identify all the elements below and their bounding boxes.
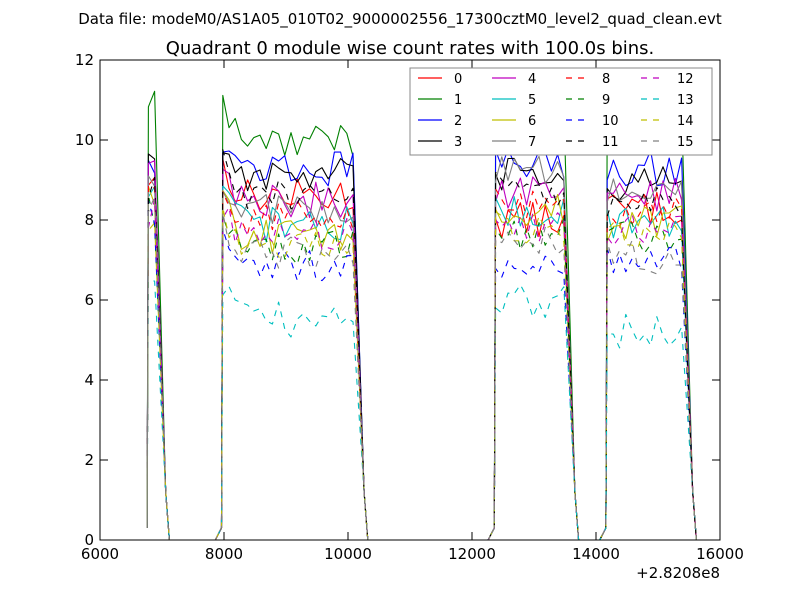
y-tick-label: 8	[84, 211, 94, 229]
legend-label-8: 8	[602, 72, 610, 87]
legend-label-11: 11	[602, 135, 619, 150]
x-tick-label: 8000	[205, 545, 243, 563]
legend-label-12: 12	[677, 72, 694, 87]
series-line-4	[146, 160, 697, 540]
legend-label-3: 3	[454, 135, 462, 150]
legend-label-14: 14	[677, 114, 694, 129]
series-line-14	[146, 207, 697, 540]
legend-label-13: 13	[677, 93, 694, 108]
series-line-5	[146, 185, 697, 540]
x-tick-label: 12000	[448, 545, 496, 563]
series-line-9	[146, 194, 697, 540]
x-axis-offset-label: +2.8208e8	[636, 564, 720, 582]
legend-label-4: 4	[528, 72, 536, 87]
legend-label-6: 6	[528, 114, 536, 129]
series-line-13	[146, 280, 697, 540]
series-line-2	[146, 148, 697, 540]
chart-suptitle: Data file: modeM0/AS1A05_010T02_90000025…	[78, 10, 722, 29]
series-line-0	[146, 158, 697, 540]
y-tick-label: 4	[84, 371, 94, 389]
x-tick-label: 14000	[572, 545, 620, 563]
series-line-6	[146, 185, 697, 540]
series-line-7	[146, 155, 697, 540]
legend-label-1: 1	[454, 93, 462, 108]
y-tick-label: 12	[75, 51, 94, 69]
series-line-15	[146, 196, 697, 540]
series-line-12	[146, 198, 697, 540]
legend-frame	[409, 67, 713, 156]
x-tick-label: 10000	[324, 545, 372, 563]
y-tick-label: 2	[84, 451, 94, 469]
legend-label-5: 5	[528, 93, 536, 108]
legend-label-15: 15	[677, 135, 694, 150]
y-tick-label: 6	[84, 291, 94, 309]
y-tick-label: 10	[75, 131, 94, 149]
legend-label-0: 0	[454, 72, 462, 87]
legend-label-9: 9	[602, 93, 610, 108]
y-tick-label: 0	[84, 531, 94, 549]
series-layer	[146, 90, 697, 540]
series-line-10	[146, 199, 697, 540]
series-line-8	[146, 184, 697, 540]
legend-label-2: 2	[454, 114, 462, 129]
series-line-1	[146, 90, 697, 540]
x-tick-label: 6000	[81, 545, 119, 563]
legend-label-10: 10	[602, 114, 619, 129]
chart-title: Quadrant 0 module wise count rates with …	[166, 38, 655, 59]
x-tick-label: 16000	[696, 545, 744, 563]
legend-label-7: 7	[528, 135, 536, 150]
series-line-11	[146, 149, 697, 540]
